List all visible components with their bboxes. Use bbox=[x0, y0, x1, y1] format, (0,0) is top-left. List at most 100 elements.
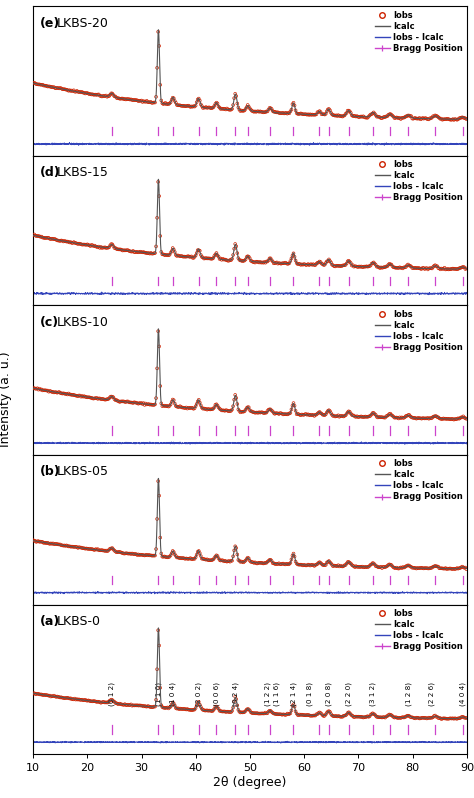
Point bbox=[441, 262, 448, 275]
Point bbox=[249, 255, 257, 268]
Point bbox=[177, 703, 185, 716]
Point bbox=[57, 234, 65, 247]
Point bbox=[418, 413, 425, 425]
Point bbox=[291, 701, 298, 713]
Point bbox=[68, 693, 75, 705]
Point bbox=[428, 412, 436, 425]
Point bbox=[273, 407, 281, 420]
Text: (1 0 4): (1 0 4) bbox=[170, 682, 176, 706]
Point bbox=[405, 709, 413, 722]
Point bbox=[105, 695, 113, 708]
Point bbox=[390, 561, 397, 574]
Point bbox=[417, 263, 424, 275]
Point bbox=[82, 87, 89, 100]
Point bbox=[95, 696, 102, 709]
Point bbox=[322, 708, 329, 721]
Point bbox=[230, 393, 238, 406]
Point bbox=[206, 554, 214, 567]
Point bbox=[250, 406, 258, 419]
Point bbox=[320, 108, 328, 120]
Point bbox=[412, 113, 420, 125]
Point bbox=[226, 405, 234, 417]
Point bbox=[170, 243, 178, 256]
Point bbox=[266, 252, 273, 265]
Point bbox=[407, 260, 415, 273]
Point bbox=[148, 701, 155, 713]
Point bbox=[173, 702, 181, 715]
Point bbox=[249, 706, 257, 719]
Point bbox=[34, 687, 41, 700]
Point bbox=[210, 251, 217, 264]
Point bbox=[327, 407, 335, 420]
Point bbox=[121, 93, 128, 105]
Point bbox=[170, 393, 178, 406]
Point bbox=[353, 410, 361, 423]
Point bbox=[167, 398, 174, 411]
Point bbox=[139, 96, 146, 109]
Point bbox=[62, 83, 69, 96]
Point bbox=[342, 108, 349, 120]
Point bbox=[81, 238, 88, 251]
Point bbox=[145, 397, 153, 410]
Point bbox=[376, 561, 384, 574]
Point bbox=[202, 402, 210, 415]
Point bbox=[361, 260, 368, 273]
Point bbox=[327, 557, 335, 570]
Point bbox=[243, 401, 250, 414]
Point bbox=[416, 262, 423, 275]
Point bbox=[248, 105, 255, 117]
Point bbox=[263, 556, 270, 569]
Point bbox=[194, 243, 201, 256]
Point bbox=[392, 711, 400, 724]
Point bbox=[199, 251, 207, 264]
Point bbox=[134, 397, 141, 409]
Point bbox=[317, 105, 324, 118]
Point bbox=[365, 710, 372, 723]
Point bbox=[272, 708, 280, 721]
Point bbox=[287, 255, 294, 267]
Point bbox=[205, 554, 213, 567]
Legend: Iobs, Icalc, Iobs - Icalc, Bragg Position: Iobs, Icalc, Iobs - Icalc, Bragg Positio… bbox=[373, 457, 465, 503]
Point bbox=[282, 408, 289, 421]
Point bbox=[123, 547, 131, 559]
Point bbox=[71, 540, 79, 553]
Point bbox=[263, 707, 270, 720]
Point bbox=[437, 562, 444, 575]
Point bbox=[59, 539, 66, 551]
Point bbox=[304, 709, 312, 721]
Point bbox=[243, 251, 250, 263]
Point bbox=[242, 554, 249, 567]
Point bbox=[190, 402, 197, 415]
Point bbox=[282, 558, 289, 571]
Point bbox=[79, 238, 87, 251]
Point bbox=[354, 411, 362, 424]
Point bbox=[361, 411, 368, 424]
Point bbox=[211, 97, 219, 110]
Point bbox=[315, 556, 322, 569]
Point bbox=[350, 260, 358, 273]
Point bbox=[345, 105, 353, 117]
Point bbox=[375, 561, 383, 574]
Point bbox=[310, 409, 317, 421]
Point bbox=[130, 547, 138, 560]
Point bbox=[99, 241, 107, 254]
Point bbox=[114, 394, 121, 407]
Point bbox=[149, 701, 157, 713]
Point bbox=[398, 711, 406, 724]
Point bbox=[244, 99, 252, 112]
Point bbox=[96, 696, 104, 709]
Point bbox=[225, 405, 233, 417]
Point bbox=[35, 383, 42, 396]
Point bbox=[263, 255, 270, 268]
Point bbox=[128, 698, 135, 711]
Point bbox=[425, 562, 433, 575]
Point bbox=[41, 384, 48, 397]
Point bbox=[280, 408, 288, 421]
Point bbox=[128, 245, 136, 258]
Point bbox=[48, 689, 56, 702]
Point bbox=[72, 389, 80, 402]
Point bbox=[403, 559, 411, 572]
Point bbox=[356, 710, 363, 723]
Point bbox=[215, 552, 222, 565]
Point bbox=[392, 411, 400, 424]
